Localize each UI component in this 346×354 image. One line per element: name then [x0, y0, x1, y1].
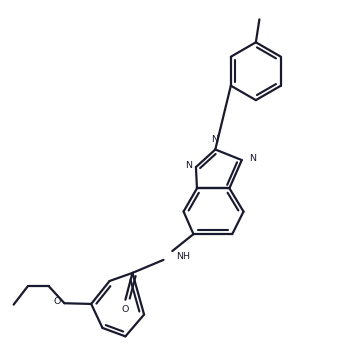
Text: O: O	[54, 297, 61, 306]
Text: N: N	[211, 135, 218, 144]
Text: N: N	[249, 154, 256, 163]
Text: NH: NH	[176, 252, 191, 262]
Text: N: N	[185, 161, 192, 170]
Text: O: O	[121, 306, 128, 314]
